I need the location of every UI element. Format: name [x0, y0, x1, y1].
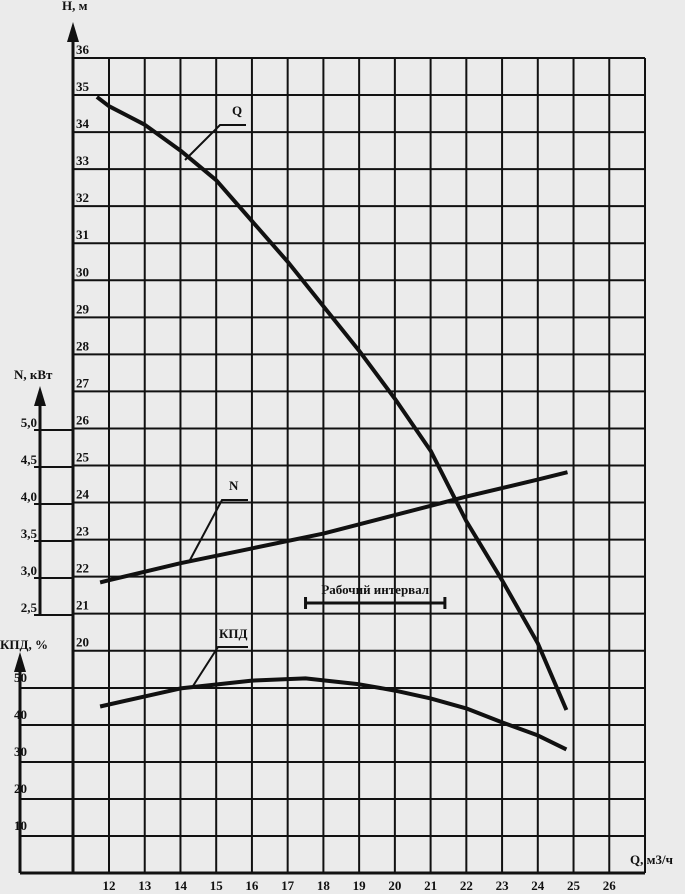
x-tick-label: 24 — [531, 878, 545, 893]
y3-axis-title: КПД, % — [0, 637, 48, 652]
y2-tick-label: 2,5 — [21, 600, 38, 615]
y-tick-label: 20 — [76, 635, 89, 650]
x-tick-label: 22 — [460, 878, 473, 893]
y-tick-label: 35 — [76, 79, 90, 94]
x-tick-label: 14 — [174, 878, 188, 893]
x-tick-label: 20 — [388, 878, 401, 893]
series-label: Q — [232, 103, 242, 118]
y-tick-label: 24 — [76, 487, 90, 502]
y-tick-label: 29 — [76, 301, 90, 316]
curve — [99, 676, 568, 752]
y-tick-label: 36 — [76, 42, 90, 57]
y-tick-label: 21 — [76, 598, 89, 613]
leader-line — [184, 124, 246, 161]
series-label: КПД — [219, 626, 248, 641]
x-tick-label: 17 — [281, 878, 295, 893]
y-tick-label: 32 — [76, 190, 89, 205]
x-tick-label: 16 — [245, 878, 259, 893]
annotation: Рабочий интервал — [321, 582, 429, 597]
y3-axis-arrow — [14, 652, 26, 672]
y-tick-label: 27 — [76, 375, 90, 390]
x-axis-title: Q, м3/ч — [630, 852, 673, 867]
y2-tick-label: 5,0 — [21, 415, 37, 430]
leader-line — [189, 499, 248, 561]
x-tick-label: 15 — [210, 878, 224, 893]
y-axis-arrow — [67, 22, 79, 42]
y-tick-label: 31 — [76, 227, 89, 242]
y-tick-label: 25 — [76, 450, 90, 465]
y2-tick-label: 3,0 — [21, 563, 37, 578]
y-tick-label: 33 — [76, 153, 90, 168]
x-tick-label: 13 — [138, 878, 152, 893]
x-tick-label: 25 — [567, 878, 581, 893]
y-tick-label: 34 — [76, 116, 90, 131]
y-tick-label: 30 — [76, 264, 89, 279]
x-tick-label: 18 — [317, 878, 331, 893]
y2-axis-arrow — [34, 386, 46, 406]
curve — [95, 95, 569, 711]
y-axis-title: H, м — [62, 0, 88, 13]
y2-axis-title: N, кВт — [14, 367, 53, 382]
y-tick-label: 26 — [76, 412, 90, 427]
y-tick-label: 23 — [76, 524, 90, 539]
x-tick-label: 12 — [103, 878, 116, 893]
y2-tick-label: 3,5 — [21, 526, 38, 541]
x-tick-label: 21 — [424, 878, 437, 893]
leader-line — [192, 646, 248, 687]
y2-tick-label: 4,0 — [21, 489, 37, 504]
y-tick-label: 28 — [76, 338, 90, 353]
curve — [99, 470, 568, 585]
y-tick-label: 22 — [76, 561, 89, 576]
x-tick-label: 19 — [353, 878, 367, 893]
x-tick-label: 26 — [603, 878, 617, 893]
y2-tick-label: 4,5 — [21, 452, 38, 467]
series-label: N — [229, 478, 239, 493]
x-tick-label: 23 — [496, 878, 510, 893]
